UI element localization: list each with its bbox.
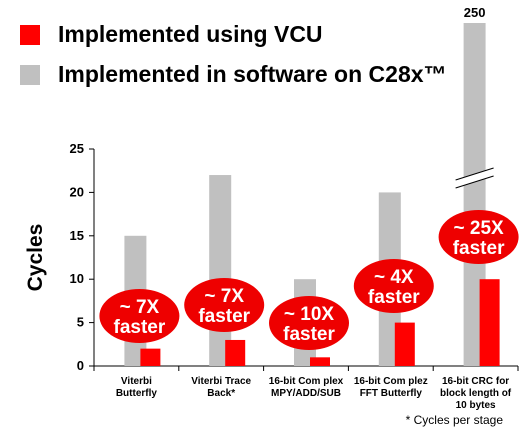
bar-vcu [140, 348, 161, 366]
speedup-callout-ratio: ~ 7X [204, 286, 244, 307]
speedup-callout-ratio: ~ 25X [454, 218, 505, 239]
legend-item-software: Implemented in software on C28x™ [20, 61, 447, 88]
speedup-callout [353, 259, 434, 313]
x-tick-label: block length of [440, 388, 512, 399]
x-tick-label: 10 bytes [456, 400, 496, 411]
speedup-callout-label: faster [283, 324, 335, 345]
bar-vcu [225, 339, 246, 366]
speedup-callout-label: faster [114, 317, 166, 338]
legend-label-vcu: Implemented using VCU [58, 21, 323, 47]
x-tick-label: FFT Butterfly [360, 388, 423, 399]
speedup-callout-ratio: ~ 4X [374, 267, 414, 288]
speedup-callout [438, 210, 519, 264]
y-tick-label: 0 [77, 358, 84, 373]
speedup-callout-label: faster [368, 287, 420, 308]
axis-break-gap [455, 168, 494, 188]
legend-item-vcu: Implemented using VCU [20, 21, 323, 48]
footnote: * Cycles per stage [405, 413, 503, 427]
bar-vcu [310, 357, 330, 366]
speedup-callout-label: faster [198, 306, 250, 327]
x-tick-label: 16-bit Com plez [354, 376, 428, 387]
speedup-callout [99, 289, 180, 343]
x-tick-label: 16-bit Com plex [269, 376, 344, 387]
x-tick-label: Back* [207, 388, 235, 399]
y-tick-label: 20 [70, 184, 84, 199]
speedup-callout-ratio: ~ 10X [284, 304, 335, 325]
speedup-callout-label: faster [453, 238, 505, 259]
y-axis-label: Cycles [24, 224, 47, 292]
y-tick-label: 10 [70, 271, 84, 286]
bar-software [209, 175, 232, 366]
speedup-callout-ratio: ~ 7X [120, 297, 160, 318]
y-tick-label: 25 [70, 141, 84, 156]
legend-swatch-vcu [20, 24, 40, 45]
x-tick-label: MPY/ADD/SUB [271, 388, 341, 399]
axis-break-line [455, 175, 494, 189]
x-tick-label: Butterfly [116, 388, 158, 399]
speedup-callout [269, 296, 349, 350]
y-tick-label: 15 [70, 228, 84, 243]
legend-label-software: Implemented in software on C28x™ [58, 61, 447, 87]
speedup-callout [184, 278, 265, 332]
y-tick-label: 5 [77, 315, 84, 330]
x-tick-label: Viterbi [121, 376, 152, 387]
axis-break-value-label: 250 [464, 5, 486, 20]
bar-vcu [394, 322, 415, 366]
axis-break-line [455, 167, 494, 181]
legend-swatch-software [20, 64, 40, 85]
bar-vcu [479, 279, 500, 366]
x-tick-label: 16-bit CRC for [442, 376, 509, 387]
x-tick-label: Viterbi Trace [191, 376, 251, 387]
